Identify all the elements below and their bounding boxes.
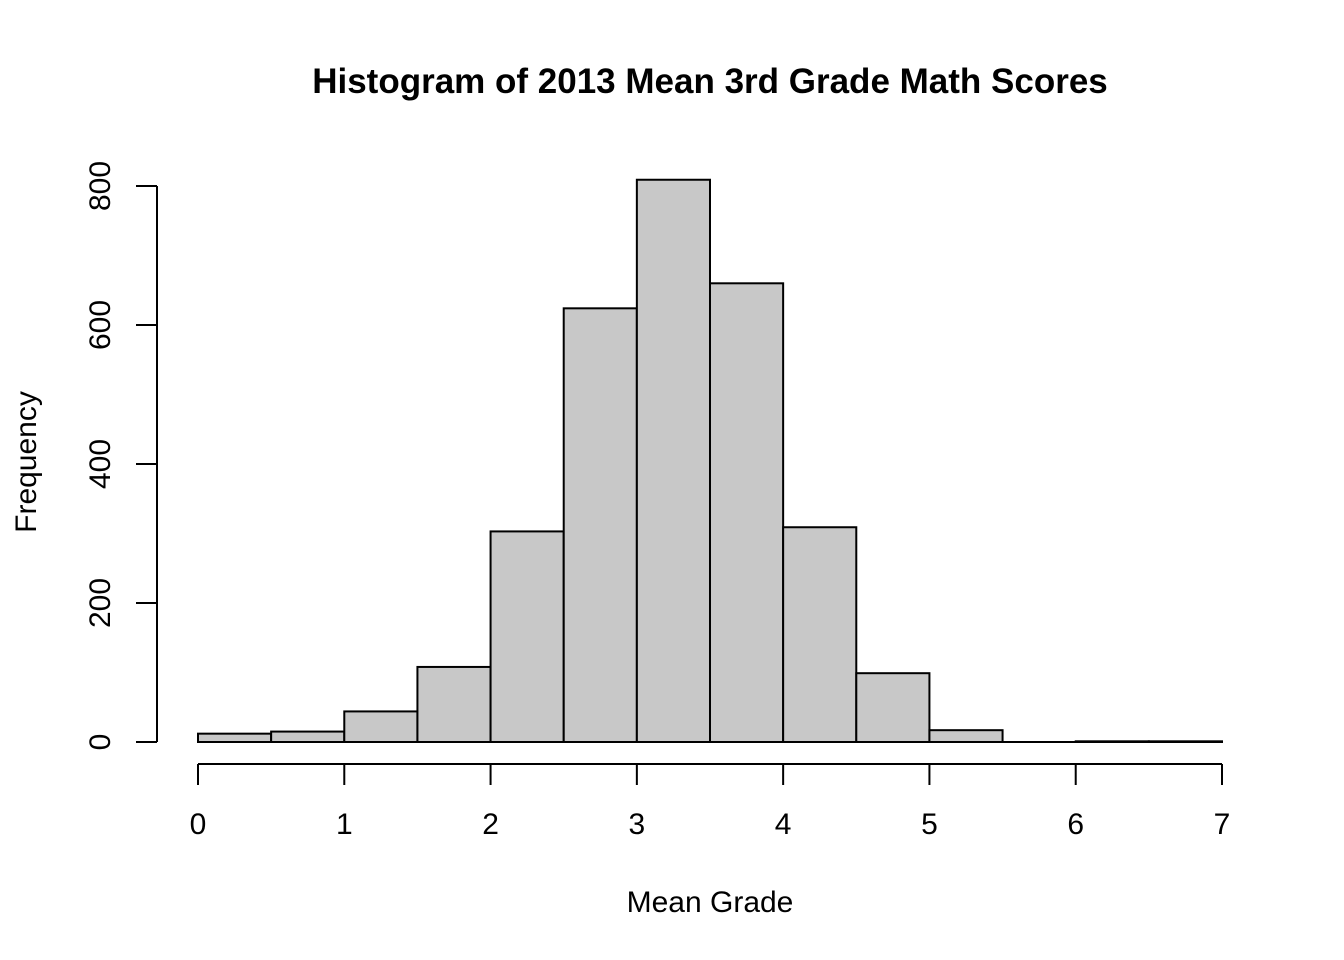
- histogram-bar: [635, 178, 711, 743]
- y-tick-label: 600: [84, 300, 117, 350]
- chart-title: Histogram of 2013 Mean 3rd Grade Math Sc…: [312, 62, 1108, 101]
- histogram-bar: [709, 282, 785, 743]
- y-tick-label: 0: [84, 734, 117, 751]
- x-axis: 0 1 2 3 4 5 6 7: [190, 763, 1231, 841]
- x-tick-label: 7: [1214, 808, 1231, 841]
- histogram-bar: [416, 665, 492, 743]
- y-axis-label: Frequency: [10, 391, 43, 533]
- histogram-bar: [855, 672, 931, 744]
- x-tick-label: 0: [190, 808, 207, 841]
- histogram-bar: [489, 530, 565, 743]
- x-tick-label: 1: [336, 808, 353, 841]
- x-tick-label: 5: [921, 808, 938, 841]
- histogram-bar: [197, 732, 273, 743]
- y-axis: 0 200 400 600 800: [84, 161, 158, 751]
- x-tick-label: 2: [482, 808, 499, 841]
- histogram-bar: [270, 730, 346, 744]
- histogram-bar: [343, 710, 419, 743]
- y-tick-label: 200: [84, 578, 117, 628]
- x-tick-label: 6: [1067, 808, 1084, 841]
- histogram-bar: [1147, 740, 1224, 743]
- histogram-bar: [562, 307, 638, 743]
- y-tick-label: 800: [84, 161, 117, 211]
- x-tick-label: 4: [775, 808, 792, 841]
- histogram-bar: [782, 526, 858, 743]
- histogram-bar: [928, 729, 1004, 743]
- x-axis-label: Mean Grade: [627, 886, 794, 919]
- histogram-bar: [1074, 740, 1150, 743]
- y-tick-label: 400: [84, 439, 117, 489]
- bars-group: [197, 178, 1224, 744]
- x-tick-label: 3: [629, 808, 646, 841]
